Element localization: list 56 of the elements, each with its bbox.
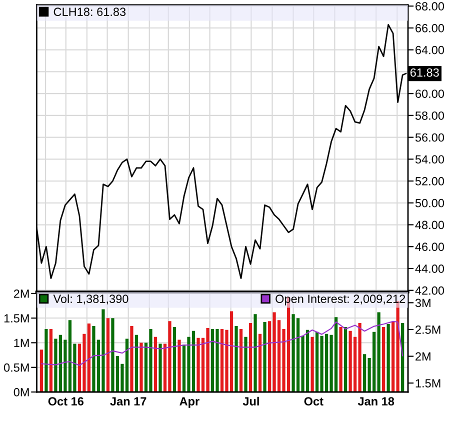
y-tick-label: 50.00 (415, 198, 444, 208)
y-tick-label: 56.00 (415, 133, 444, 142)
y-tick-label: 0M (14, 388, 29, 396)
bar (172, 326, 176, 392)
bar (44, 328, 48, 392)
line-series (40, 320, 404, 366)
bar (154, 336, 158, 392)
y-tick-label: 48.00 (415, 220, 444, 230)
bar (339, 326, 342, 392)
bar (234, 326, 238, 392)
bar (244, 336, 248, 392)
bar (239, 328, 243, 392)
y-tick-label: 42.00 (415, 286, 444, 295)
bar (106, 318, 110, 392)
y-tick-label: 68.00 (416, 2, 444, 10)
y-tick-label: 52.00 (415, 177, 444, 186)
x-tick-label: Jan 17 (110, 397, 146, 406)
legend-label: Open Interest: 2,009,212 (276, 294, 406, 306)
bar (377, 312, 380, 392)
y-tick-label: 1.5M (4, 314, 29, 322)
bar (158, 344, 162, 392)
bar (310, 336, 314, 392)
y-tick-label: 2M (14, 290, 29, 298)
bar (258, 334, 262, 392)
x-tick-label: Jan 18 (358, 397, 394, 406)
bar (134, 334, 138, 392)
y-tick-label: 54.00 (415, 155, 444, 164)
y-tick-label: 44.00 (415, 264, 444, 273)
y-tick-label: 60.00 (416, 90, 444, 98)
bar (344, 326, 348, 392)
y-tick-label: 64.00 (416, 46, 444, 54)
bar (248, 323, 252, 392)
bar (140, 342, 143, 392)
bar (40, 350, 44, 392)
y2-tick-label: 2.5M (416, 326, 440, 334)
bar (392, 322, 395, 392)
bar (382, 326, 386, 392)
y-tick-label: 0.5M (4, 363, 29, 372)
bar (130, 326, 134, 392)
y-tick-label: 46.00 (415, 242, 444, 252)
bar (178, 340, 181, 392)
y-tick-label: 66.00 (416, 24, 444, 32)
annotation: 61.83 (410, 68, 439, 77)
x-tick-label: Jul (242, 396, 259, 406)
x-tick-label: Oct (304, 397, 324, 406)
x-tick-label: Oct 16 (48, 397, 84, 406)
y-tick-label: 58.00 (415, 111, 444, 120)
bar (49, 328, 53, 392)
legend-label: Vol: 1,381,390 (53, 294, 128, 304)
x-tick-label: Apr (180, 397, 200, 408)
y2-tick-label: 3M (415, 298, 430, 308)
bar (386, 324, 390, 392)
bar (263, 322, 266, 392)
y-tick-label: 1M (14, 338, 29, 348)
bar (254, 314, 257, 392)
legend-label: CLH18: 61.83 (54, 8, 126, 16)
